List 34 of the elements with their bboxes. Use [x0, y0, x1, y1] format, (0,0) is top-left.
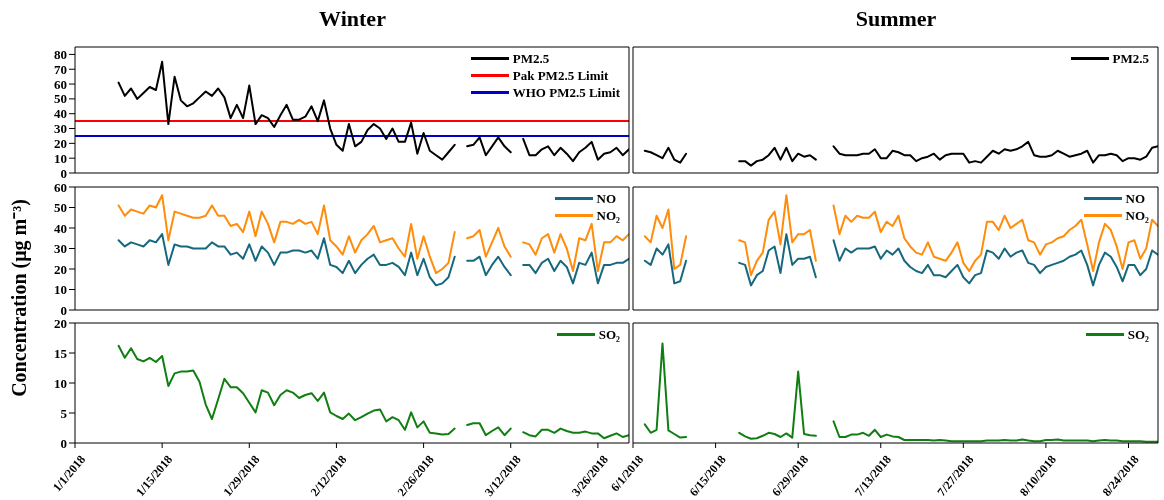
y-tick-label: 20: [54, 135, 67, 151]
chart-title: Winter: [318, 6, 387, 32]
y-tick-label: 50: [54, 200, 67, 216]
y-tick-label: 50: [54, 91, 67, 107]
y-axis-title: Concentration (μg m⁻³): [6, 199, 32, 397]
y-tick-label: 20: [54, 315, 67, 331]
y-tick-label: 30: [54, 121, 67, 137]
legend-label: SO₂: [1127, 326, 1149, 343]
y-tick-label: 30: [54, 241, 67, 257]
y-tick-label: 60: [54, 179, 67, 195]
y-tick-label: 20: [54, 261, 67, 277]
y-tick-label: 40: [54, 220, 67, 236]
y-tick-label: 80: [54, 47, 67, 63]
y-tick-label: 0: [60, 165, 67, 181]
legend-label: PM2.5: [512, 50, 550, 67]
y-tick-label: 10: [54, 150, 67, 166]
y-tick-label: 0: [60, 302, 67, 318]
y-tick-label: 5: [60, 405, 68, 421]
y-tick-label: 70: [54, 61, 67, 77]
chart-title: Summer: [854, 6, 938, 32]
y-tick-label: 15: [54, 345, 68, 361]
legend-label: NO: [1125, 190, 1146, 207]
legend-label: WHO PM2.5 Limit: [512, 84, 620, 101]
legend-label: PM2.5: [1112, 50, 1149, 67]
y-tick-label: 60: [54, 76, 67, 92]
y-tick-label: 0: [60, 435, 67, 451]
legend-label: SO₂: [598, 326, 620, 343]
legend-label: NO₂: [596, 207, 620, 224]
legend-label: Pak PM2.5 Limit: [512, 67, 609, 84]
y-tick-label: 10: [54, 282, 67, 298]
legend-label: NO: [596, 190, 617, 207]
y-tick-label: 40: [54, 106, 67, 122]
y-tick-label: 10: [54, 375, 67, 391]
legend-label: NO₂: [1125, 207, 1149, 224]
